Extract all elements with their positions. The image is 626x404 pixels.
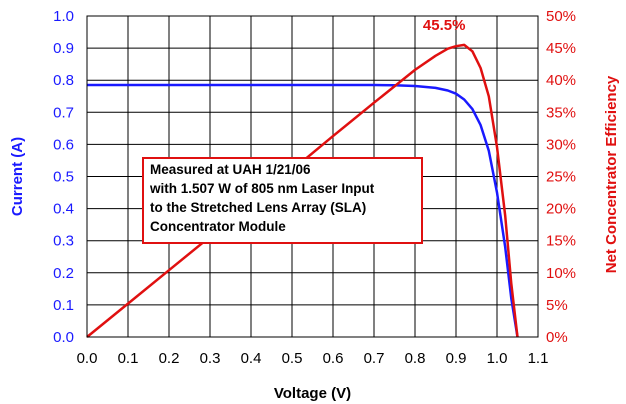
left-y-tick-label: 0.2: [53, 265, 74, 282]
x-tick-label: 0.8: [405, 350, 426, 367]
x-tick-label: 0.9: [446, 350, 467, 367]
right-y-tick-label: 25%: [546, 169, 576, 186]
right-y-tick-label: 0%: [546, 329, 568, 346]
left-y-tick-label: 0.0: [53, 329, 74, 346]
x-tick-label: 0.7: [364, 350, 385, 367]
x-axis-title: Voltage (V): [274, 385, 351, 402]
left-y-tick-label: 0.5: [53, 169, 74, 186]
left-y-tick-label: 1.0: [53, 8, 74, 25]
x-tick-label: 0.0: [77, 350, 98, 367]
left-y-tick-label: 0.1: [53, 297, 74, 314]
left-y-tick-labels: 0.0 0.1 0.2 0.3 0.4 0.5 0.6 0.7 0.8 0.9 1.0: [53, 8, 74, 346]
left-y-tick-label: 0.4: [53, 201, 74, 218]
left-y-tick-label: 0.3: [53, 233, 74, 250]
x-tick-label: 0.1: [118, 350, 139, 367]
right-y-tick-label: 15%: [546, 233, 576, 250]
right-y-tick-label: 20%: [546, 201, 576, 218]
left-y-tick-label: 0.6: [53, 136, 74, 153]
right-y-tick-label: 5%: [546, 297, 568, 314]
right-y-axis-title: Net Concentrator Efficiency: [603, 75, 620, 273]
right-y-tick-label: 30%: [546, 136, 576, 153]
right-y-tick-label: 35%: [546, 104, 576, 121]
right-y-tick-label: 40%: [546, 72, 576, 89]
annotation-line-1: Measured at UAH 1/21/06: [150, 162, 311, 177]
x-tick-label: 0.3: [200, 350, 221, 367]
x-tick-label: 0.5: [282, 350, 303, 367]
right-y-tick-label: 10%: [546, 265, 576, 282]
x-tick-label: 1.0: [487, 350, 508, 367]
x-tick-labels: 0.0 0.1 0.2 0.3 0.4 0.5 0.6 0.7 0.8 0.9 1.0 1.1: [77, 350, 549, 367]
left-y-tick-label: 0.7: [53, 104, 74, 121]
annotation-box: [142, 157, 423, 244]
peak-efficiency-label: 45.5%: [423, 17, 466, 34]
plot-area-frame: [86, 15, 539, 338]
right-y-tick-label: 45%: [546, 40, 576, 57]
x-tick-label: 0.6: [323, 350, 344, 367]
annotation-line-3: to the Stretched Lens Array (SLA): [150, 200, 366, 215]
right-y-tick-label: 50%: [546, 8, 576, 25]
measurement-annotation: Measured at UAH 1/21/06 with 1.507 W of …: [142, 157, 423, 244]
x-tick-label: 0.4: [241, 350, 262, 367]
x-tick-label: 0.2: [159, 350, 180, 367]
right-y-tick-labels: 0% 5% 10% 15% 20% 25% 30% 35% 40% 45% 50%: [546, 8, 576, 346]
left-y-axis-title: Current (A): [9, 137, 26, 216]
left-y-tick-label: 0.8: [53, 72, 74, 89]
annotation-line-2: with 1.507 W of 805 nm Laser Input: [149, 181, 375, 196]
annotation-line-4: Concentrator Module: [150, 219, 286, 234]
x-tick-label: 1.1: [528, 350, 549, 367]
left-y-tick-label: 0.9: [53, 40, 74, 57]
current-curve: [87, 83, 519, 338]
